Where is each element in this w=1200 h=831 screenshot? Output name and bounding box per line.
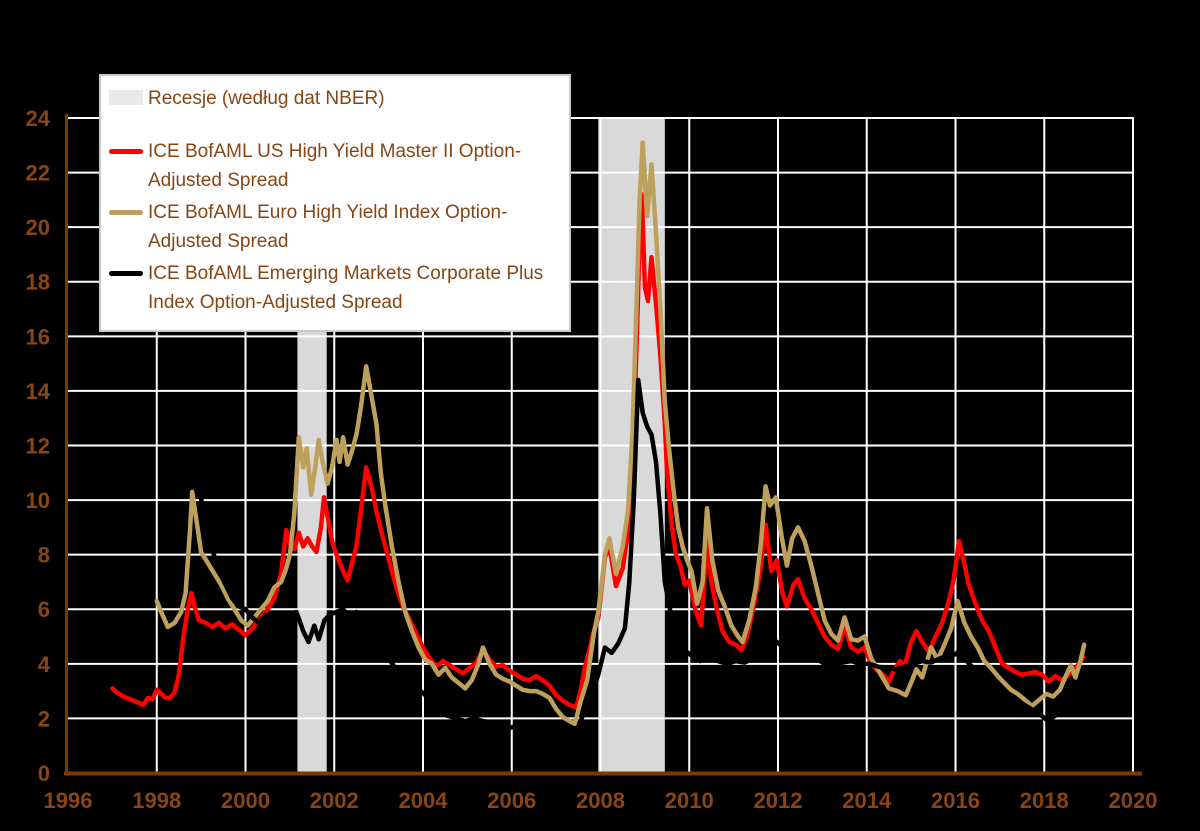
recession-swatch	[109, 90, 143, 105]
series-line-2	[197, 377, 1087, 738]
x-tick-label-2002: 2002	[310, 788, 359, 813]
legend-label-us-high-yield: ICE BofAML US High Yield Master II Optio…	[148, 141, 522, 191]
x-tick-label-2018: 2018	[1020, 788, 1069, 813]
y-tick-label-10: 10	[26, 488, 50, 513]
series-line-1	[154, 140, 1087, 727]
y-tick-label-12: 12	[26, 433, 50, 458]
legend-label-euro-high-yield: ICE BofAML Euro High Yield Index Option-…	[148, 202, 508, 252]
x-tick-label-2000: 2000	[221, 788, 270, 813]
legend-item-us-high-yield: ICE BofAML US High Yield Master II Optio…	[109, 137, 559, 195]
y-tick-label-8: 8	[38, 543, 50, 568]
y-tick-label-16: 16	[26, 324, 50, 349]
x-tick-label-2008: 2008	[576, 788, 625, 813]
y-tick-label-18: 18	[26, 270, 50, 295]
chart-legend: Recesje (według dat NBER) ICE BofAML US …	[99, 74, 571, 332]
y-tick-label-14: 14	[26, 379, 51, 404]
x-tick-label-1998: 1998	[132, 788, 181, 813]
us-line-swatch	[109, 149, 143, 154]
x-tick-label-1996: 1996	[44, 788, 93, 813]
em-line-swatch	[109, 271, 143, 276]
x-tick-label-2010: 2010	[665, 788, 714, 813]
x-tick-label-2012: 2012	[754, 788, 803, 813]
y-tick-label-22: 22	[26, 161, 50, 186]
x-tick-label-2014: 2014	[842, 788, 892, 813]
legend-item-recession: Recesje (według dat NBER)	[109, 84, 559, 113]
legend-label-em-corporate: ICE BofAML Emerging Markets Corporate Pl…	[148, 263, 544, 313]
legend-label-recession: Recesje (według dat NBER)	[148, 88, 385, 109]
y-tick-label-20: 20	[26, 215, 50, 240]
x-tick-label-2020: 2020	[1109, 788, 1158, 813]
y-tick-label-0: 0	[38, 761, 50, 786]
y-tick-label-2: 2	[38, 706, 50, 731]
euro-line-swatch	[109, 210, 143, 215]
x-tick-label-2006: 2006	[487, 788, 536, 813]
y-tick-label-24: 24	[26, 106, 51, 131]
y-tick-label-4: 4	[38, 652, 51, 677]
x-tick-label-2016: 2016	[931, 788, 980, 813]
legend-item-em-corporate: ICE BofAML Emerging Markets Corporate Pl…	[109, 259, 559, 317]
legend-item-euro-high-yield: ICE BofAML Euro High Yield Index Option-…	[109, 198, 559, 256]
x-tick-label-2004: 2004	[399, 788, 449, 813]
y-tick-label-6: 6	[38, 597, 50, 622]
